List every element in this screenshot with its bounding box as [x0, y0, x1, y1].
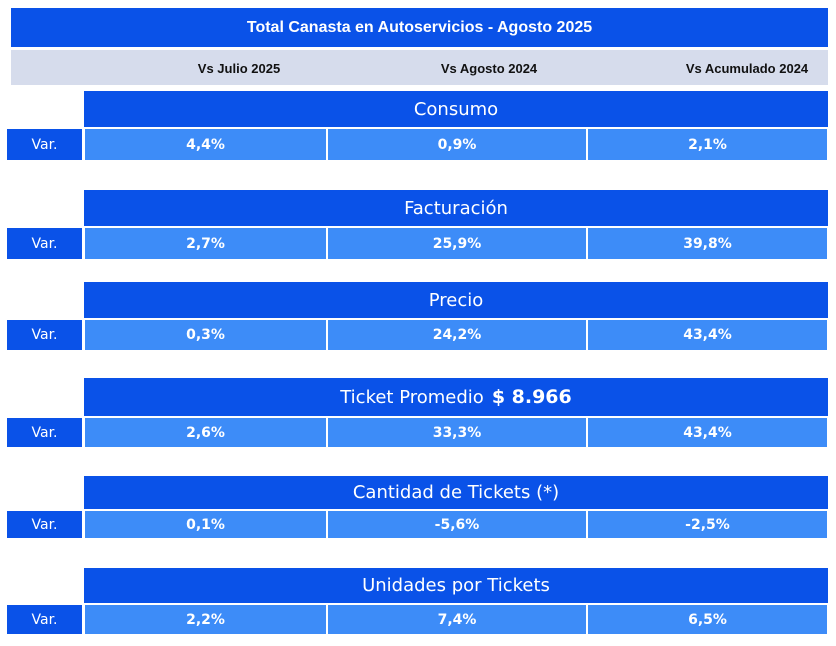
value-cell: 25,9% — [328, 228, 586, 259]
value-cell: 43,4% — [588, 418, 827, 447]
column-header-vs-acumulado: Vs Acumulado 2024 — [685, 61, 809, 76]
value-cell: 2,6% — [85, 418, 326, 447]
column-header-bar: Vs Julio 2025 Vs Agosto 2024 Vs Acumulad… — [11, 50, 828, 85]
value-cell: 0,1% — [85, 511, 326, 538]
value-cell: 2,2% — [85, 605, 326, 634]
var-label: Var. — [7, 511, 82, 538]
value-cell: 24,2% — [328, 320, 586, 350]
section-title: Precio — [428, 289, 484, 311]
value-cell: 0,3% — [85, 320, 326, 350]
var-label: Var. — [7, 228, 82, 259]
section-header-facturacion: Facturación — [84, 190, 828, 226]
section-header-unidades-tickets: Unidades por Tickets — [84, 568, 828, 603]
section-header-cantidad-tickets: Cantidad de Tickets (*) — [84, 476, 828, 509]
section-title: Unidades por Tickets — [362, 575, 550, 596]
value-cell: 2,1% — [588, 129, 827, 160]
value-cell: 39,8% — [588, 228, 827, 259]
value-cell: 7,4% — [328, 605, 586, 634]
value-cell: 33,3% — [328, 418, 586, 447]
column-header-vs-agosto: Vs Agosto 2024 — [440, 61, 538, 76]
var-label: Var. — [7, 320, 82, 350]
section-title: Facturación — [404, 197, 508, 219]
value-cell: -5,6% — [328, 511, 586, 538]
var-label: Var. — [7, 129, 82, 160]
var-label: Var. — [7, 418, 82, 447]
value-cell: 43,4% — [588, 320, 827, 350]
section-title: Ticket Promedio — [340, 386, 484, 408]
column-header-vs-julio: Vs Julio 2025 — [197, 61, 281, 76]
section-header-precio: Precio — [84, 282, 828, 318]
section-header-consumo: Consumo — [84, 91, 828, 127]
section-title: Consumo — [413, 98, 499, 120]
page-title: Total Canasta en Autoservicios - Agosto … — [11, 8, 828, 47]
section-title: Cantidad de Tickets (*) — [352, 482, 560, 503]
var-label: Var. — [7, 605, 82, 634]
ticket-promedio-amount: $ 8.966 — [491, 386, 572, 408]
value-cell: 0,9% — [328, 129, 586, 160]
value-cell: 6,5% — [588, 605, 827, 634]
section-header-ticket-promedio: Ticket Promedio $ 8.966 — [84, 378, 828, 416]
value-cell: 2,7% — [85, 228, 326, 259]
value-cell: 4,4% — [85, 129, 326, 160]
value-cell: -2,5% — [588, 511, 827, 538]
